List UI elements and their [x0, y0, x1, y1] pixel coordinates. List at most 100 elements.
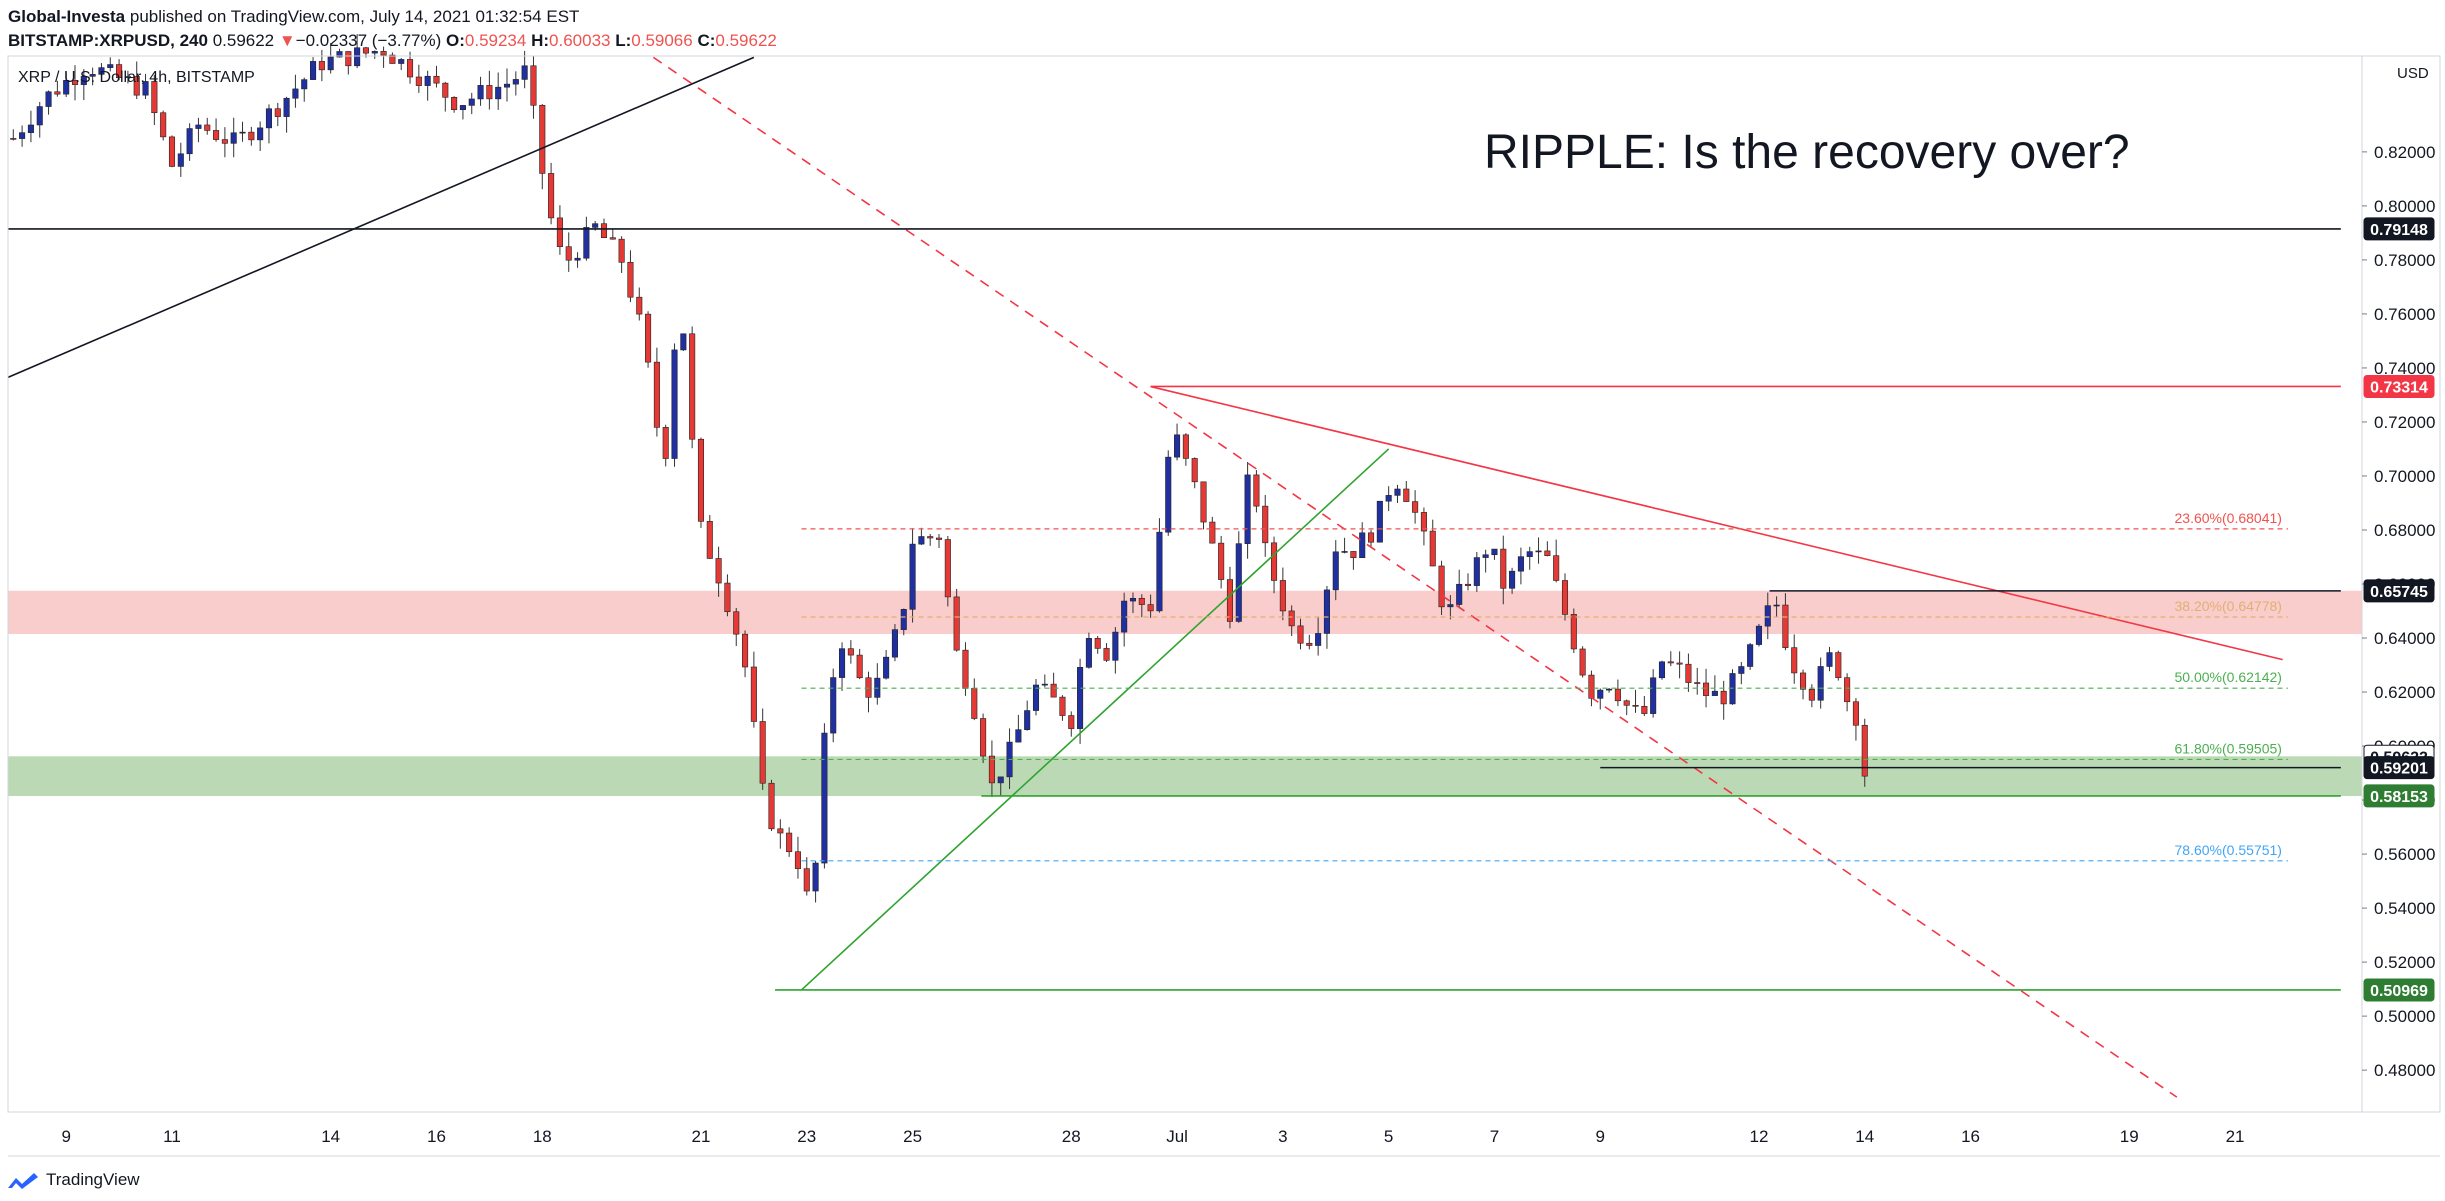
candle-down — [151, 81, 158, 114]
candle-down — [415, 76, 422, 86]
candle-up — [900, 609, 907, 630]
candle-up — [186, 128, 193, 155]
candle-up — [371, 51, 378, 54]
price-label-text: 0.50969 — [2370, 983, 2428, 1000]
candle-down — [1588, 674, 1595, 699]
candle-down — [1403, 488, 1410, 502]
x-tick-label: 28 — [1062, 1127, 1081, 1146]
candle-down — [539, 104, 546, 174]
candle-down — [653, 361, 660, 428]
fibonacci-layer: 23.60%(0.68041) 38.20%(0.64778) 50.00%(0.6… — [801, 510, 2288, 862]
candle-down — [1782, 604, 1789, 648]
candle-up — [1165, 456, 1172, 533]
y-tick-label: 0.48000 — [2374, 1061, 2435, 1080]
fib-level-label: 50.00%(0.62142) — [2175, 669, 2282, 685]
candle-up — [1174, 434, 1181, 458]
candle-up — [265, 108, 273, 129]
candle-up — [310, 61, 317, 80]
candle-up — [1244, 474, 1251, 544]
ascending-support-line[interactable] — [800, 448, 1390, 991]
candle-down — [160, 112, 167, 138]
candle-down — [1429, 530, 1436, 567]
candle-down — [406, 59, 414, 78]
zones-layer — [8, 590, 2362, 797]
candle-down — [1412, 501, 1419, 513]
tradingview-logo-icon[interactable] — [6, 1170, 40, 1190]
y-tick-label: 0.68000 — [2374, 521, 2435, 540]
price-label-box — [2363, 579, 2435, 603]
candle-down — [935, 537, 943, 540]
candle-up — [909, 543, 916, 610]
x-tick-label: 18 — [533, 1127, 552, 1146]
candle-down — [724, 582, 731, 613]
y-tick-label: 0.50000 — [2374, 1007, 2435, 1026]
candle-down — [1685, 663, 1692, 683]
price-label-0.58153: 0.58153 — [2363, 784, 2435, 808]
candle-down — [1861, 724, 1868, 777]
tradingview-brand[interactable]: TradingView — [46, 1170, 140, 1189]
candle-down — [1844, 677, 1851, 703]
candle-down — [689, 333, 696, 440]
chart-frame — [7, 55, 2441, 1113]
candle-down — [777, 828, 784, 834]
candle-up — [1015, 729, 1022, 743]
candle-up — [27, 124, 34, 133]
candle-down — [1094, 638, 1101, 649]
candle-down — [486, 85, 493, 100]
candle-up — [503, 83, 511, 88]
candle-up — [1394, 488, 1401, 496]
support-zone — [8, 756, 2362, 797]
x-tick-label: 5 — [1384, 1127, 1393, 1146]
descending-resistance-line[interactable] — [1150, 385, 2283, 661]
candle-down — [715, 558, 722, 584]
candle-down — [442, 82, 449, 98]
x-tick-label: 12 — [1749, 1127, 1768, 1146]
candle-up — [1747, 644, 1754, 667]
dashed-downtrend-line[interactable] — [652, 56, 2178, 1098]
candle-down — [221, 139, 228, 144]
change-arrow-icon: ▼ — [278, 31, 296, 50]
long-term-trendline[interactable] — [7, 56, 755, 379]
candle-down — [556, 217, 563, 247]
candle-up — [336, 51, 343, 58]
candle-down — [759, 721, 766, 784]
candle-down — [706, 521, 713, 559]
y-tick-label: 0.76000 — [2374, 305, 2435, 324]
candle-up — [1456, 583, 1463, 605]
symbol-label: BITSTAMP:XRPUSD, 240 — [8, 31, 208, 50]
pair-label: XRP / U.S. Dollar, 4h, BITSTAMP — [18, 69, 255, 86]
candle-down — [988, 755, 995, 784]
candle-down — [1059, 696, 1066, 716]
high-label: H: — [531, 31, 550, 50]
fib-level-label: 61.80%(0.59505) — [2175, 740, 2282, 756]
candle-down — [856, 654, 863, 679]
candle-up — [839, 648, 846, 678]
candle-up — [45, 91, 52, 107]
candle-down — [1367, 532, 1375, 543]
price-label-0.59201: 0.59201 — [2363, 756, 2435, 780]
x-tick-label: 16 — [1961, 1127, 1980, 1146]
candle-down — [1791, 647, 1798, 674]
candle-down — [636, 296, 643, 315]
x-tick-label: 14 — [321, 1127, 340, 1146]
candle-up — [327, 56, 334, 71]
x-tick-label: 9 — [61, 1127, 70, 1146]
candle-down — [645, 313, 652, 363]
x-tick-label: 25 — [903, 1127, 922, 1146]
candle-down — [803, 868, 810, 892]
candle-down — [1500, 548, 1507, 589]
candle-up — [1085, 638, 1092, 668]
price-label-text: 0.79148 — [2370, 222, 2428, 239]
candle-up — [354, 47, 361, 67]
candle-down — [1623, 700, 1630, 706]
close-value: 0.59622 — [715, 31, 777, 50]
candle-up — [1658, 661, 1666, 679]
candle-down — [1288, 610, 1295, 627]
publisher-name[interactable]: Global-Investa — [8, 7, 126, 26]
candle-down — [1209, 521, 1216, 544]
candle-up — [292, 88, 299, 99]
candle-up — [1024, 710, 1031, 730]
candle-down — [1544, 550, 1551, 556]
y-tick-label: 0.56000 — [2374, 845, 2435, 864]
